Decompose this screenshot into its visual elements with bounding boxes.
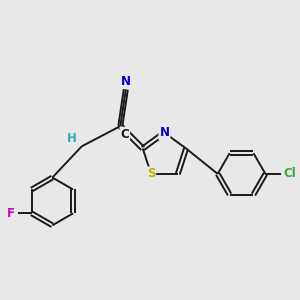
Text: F: F [6,207,14,220]
Text: N: N [159,126,170,139]
Text: N: N [121,75,131,88]
Text: Cl: Cl [283,167,296,180]
Text: S: S [147,167,155,180]
Text: H: H [67,132,76,145]
Text: C: C [120,128,129,141]
